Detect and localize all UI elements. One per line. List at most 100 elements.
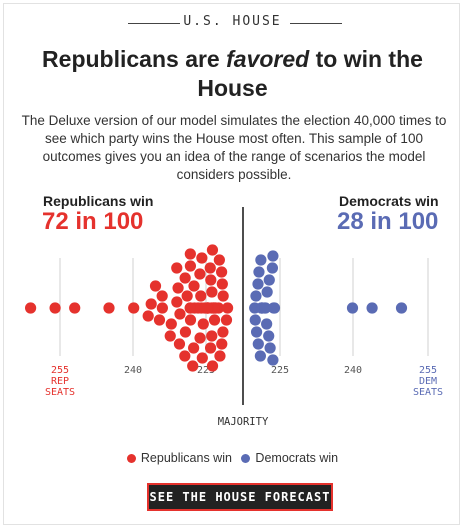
- tick-label-dem-255: 255 DEM SEATS: [413, 365, 443, 398]
- republican-outcome-dot: [220, 314, 233, 326]
- democrats-count: 28 in 100: [337, 208, 439, 235]
- republican-outcome-dot: [197, 318, 209, 330]
- republican-outcome-dot: [179, 326, 192, 338]
- tick-label-dem-225: 225: [271, 365, 289, 376]
- tick-label-rep-255: 255 REP SEATS: [45, 365, 75, 398]
- card-frame: [3, 3, 460, 525]
- republican-outcome-dot: [179, 350, 191, 362]
- republican-outcome-dot: [196, 352, 208, 364]
- republican-outcome-dot: [149, 280, 162, 292]
- republican-outcome-dot: [145, 298, 157, 310]
- democrat-outcome-dot: [253, 266, 265, 278]
- democrat-outcome-dot: [268, 302, 281, 314]
- democrat-outcome-dot: [267, 250, 279, 262]
- democrat-outcome-dot: [263, 330, 275, 342]
- republican-outcome-dot: [172, 282, 184, 294]
- majority-label: MAJORITY: [218, 416, 269, 428]
- democrat-outcome-dot: [263, 274, 275, 286]
- republican-outcome-dot: [188, 280, 200, 292]
- intro-paragraph: The Deluxe version of our model simulate…: [21, 113, 447, 182]
- headline-emphasis: favored: [226, 46, 310, 72]
- legend-dot-democrats: [241, 453, 251, 463]
- democrat-outcome-dot: [255, 254, 267, 266]
- democrat-outcome-dot: [261, 318, 273, 330]
- republican-outcome-dot: [156, 290, 168, 302]
- republican-outcome-dot: [181, 290, 193, 302]
- headline-part-1: Republicans are: [42, 46, 227, 72]
- legend-dot-republicans: [126, 453, 136, 463]
- republicans-label: Republicans win: [43, 193, 154, 209]
- democrat-outcome-dot: [346, 302, 359, 314]
- republican-outcome-dot: [69, 302, 81, 314]
- republican-outcome-dot: [179, 272, 191, 284]
- legend-item-democrats: Democrats win: [241, 451, 338, 465]
- republican-outcome-dot: [128, 302, 140, 314]
- republican-outcome-dot: [221, 302, 234, 314]
- republican-outcome-dot: [196, 252, 208, 264]
- democrat-outcome-dot: [250, 326, 263, 338]
- republican-outcome-dot: [216, 338, 228, 350]
- republican-outcome-dot: [49, 302, 61, 314]
- see-house-forecast-button[interactable]: SEE THE HOUSE FORECAST: [147, 483, 333, 511]
- republican-outcome-dot: [217, 290, 229, 302]
- kicker-rule-right: [290, 23, 342, 24]
- republican-outcome-dot: [205, 274, 217, 286]
- headline: Republicans are favored to win the House: [30, 45, 435, 103]
- democrat-outcome-dot: [250, 290, 262, 302]
- republican-outcome-dot: [194, 332, 206, 344]
- tick-label-rep-225: 225: [197, 365, 215, 376]
- republican-outcome-dot: [216, 278, 228, 290]
- republican-outcome-dot: [194, 268, 206, 280]
- democrat-outcome-dot: [366, 302, 378, 314]
- democrat-outcome-dot: [395, 302, 408, 314]
- kicker-text: U.S. HOUSE: [183, 14, 282, 29]
- republican-outcome-dot: [217, 326, 229, 338]
- republican-outcome-dot: [171, 262, 183, 274]
- republican-outcome-dot: [206, 244, 219, 256]
- democrats-label: Democrats win: [339, 193, 439, 209]
- republican-outcome-dot: [188, 342, 200, 354]
- democrat-outcome-dot: [254, 350, 266, 362]
- cta-label: SEE THE HOUSE FORECAST: [149, 490, 331, 504]
- headline-part-2: to win the House: [197, 46, 423, 101]
- tick-label-rep-240: 240: [124, 365, 142, 376]
- republican-outcome-dot: [156, 302, 168, 314]
- democrat-outcome-dot: [261, 286, 273, 298]
- republican-outcome-dot: [173, 338, 186, 350]
- republican-outcome-dot: [103, 302, 115, 314]
- republican-outcome-dot: [195, 290, 207, 302]
- republican-outcome-dot: [187, 360, 199, 372]
- tick-label-dem-240: 240: [344, 365, 362, 376]
- legend-label-democrats: Democrats win: [255, 451, 339, 465]
- democrat-outcome-dot: [252, 338, 264, 350]
- republican-outcome-dot: [206, 286, 218, 298]
- democrat-outcome-dot: [252, 278, 264, 290]
- republican-outcome-dot: [204, 262, 216, 274]
- republican-outcome-dot: [206, 330, 218, 342]
- republican-outcome-dot: [184, 302, 196, 314]
- republican-outcome-dot: [171, 296, 183, 308]
- republican-outcome-dot: [25, 302, 37, 314]
- republican-outcome-dot: [208, 314, 221, 326]
- kicker-rule-left: [128, 23, 180, 24]
- republicans-count: 72 in 100: [42, 208, 144, 235]
- republican-outcome-dot: [214, 350, 226, 362]
- chart-legend: Republicans win Democrats win: [0, 451, 465, 466]
- legend-label-republicans: Republicans win: [140, 451, 232, 465]
- republican-outcome-dot: [206, 360, 219, 372]
- republican-outcome-dot: [164, 330, 176, 342]
- republican-outcome-dot: [142, 310, 154, 322]
- republican-outcome-dot: [153, 314, 166, 326]
- republican-outcome-dot: [184, 260, 197, 272]
- republican-outcome-dot: [174, 308, 186, 320]
- democrat-outcome-dot: [259, 302, 272, 314]
- outcomes-beeswarm-chart: 255 REP SEATS 240 225 225 240 255 DEM SEATS MAJORI…: [25, 207, 443, 428]
- republican-outcome-dot: [213, 254, 225, 266]
- republican-outcome-dot: [184, 248, 196, 260]
- republican-outcome-dot: [216, 266, 228, 278]
- democrat-outcome-dot: [249, 314, 261, 326]
- republican-outcome-dot: [165, 318, 177, 330]
- democrat-outcome-dot: [264, 342, 276, 354]
- legend-item-republicans: Republicans win: [126, 451, 232, 465]
- republican-outcome-dot: [184, 314, 197, 326]
